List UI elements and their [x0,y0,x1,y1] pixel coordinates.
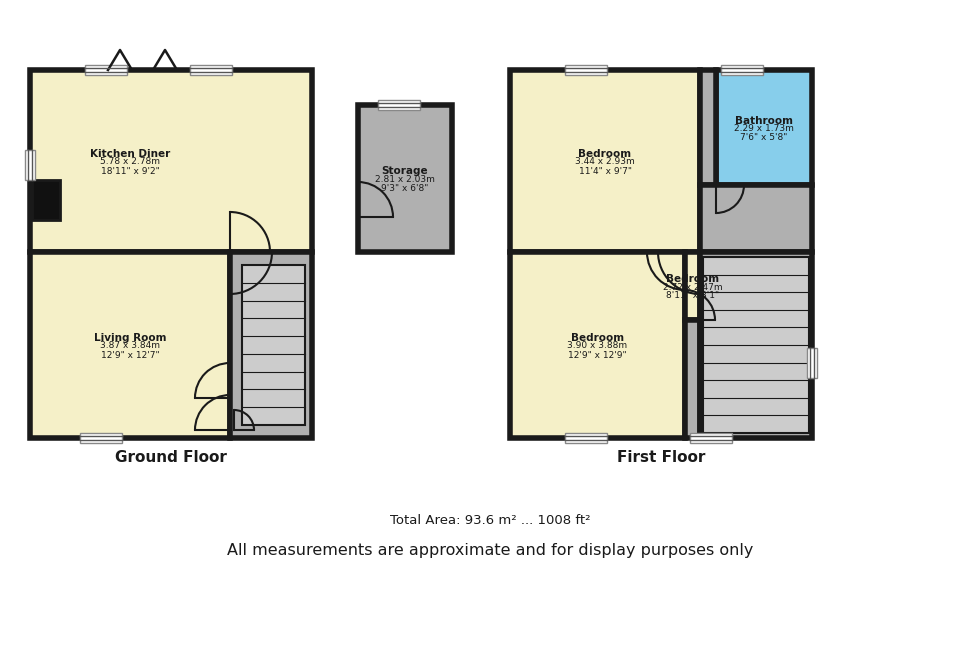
Text: 3.90 x 3.88m: 3.90 x 3.88m [567,341,627,351]
Bar [230,252,312,438]
Text: Storage: Storage [381,167,428,176]
Bar [510,252,685,438]
Text: Bedroom: Bedroom [666,274,719,284]
Bar [242,265,305,425]
Text: 12'9" x 12'7": 12'9" x 12'7" [101,351,160,360]
Text: 18'11" x 9'2": 18'11" x 9'2" [101,167,160,176]
Text: Total Area: 93.6 m² ... 1008 ft²: Total Area: 93.6 m² ... 1008 ft² [390,513,590,526]
Text: 2.72 x 2.47m: 2.72 x 2.47m [662,283,722,292]
Bar [378,100,420,110]
Bar [30,252,230,438]
Bar [685,320,700,438]
Text: Living Room: Living Room [94,333,167,343]
Bar [25,150,35,180]
Text: 9'3" x 6'8": 9'3" x 6'8" [381,184,428,193]
Text: 5.78 x 2.78m: 5.78 x 2.78m [100,157,160,167]
Text: 7'6" x 5'8": 7'6" x 5'8" [740,133,788,142]
Text: 2.29 x 1.73m: 2.29 x 1.73m [734,124,794,133]
Bar [358,105,452,252]
Bar [565,433,607,443]
Bar [685,252,700,320]
Bar [716,70,812,185]
Text: 12'9" x 12'9": 12'9" x 12'9" [568,351,627,360]
Text: 3.44 x 2.93m: 3.44 x 2.93m [575,157,635,167]
Text: 3.87 x 3.84m: 3.87 x 3.84m [100,341,160,351]
Text: 2.81 x 2.03m: 2.81 x 2.03m [375,175,435,184]
Bar [703,257,809,433]
Text: All measurements are approximate and for display purposes only: All measurements are approximate and for… [226,542,754,557]
Text: Kitchen Diner: Kitchen Diner [90,149,171,159]
Text: 11'4" x 9'7": 11'4" x 9'7" [578,167,631,176]
Bar [190,65,232,75]
Text: 8'11" x 8'1": 8'11" x 8'1" [666,292,719,301]
Bar [32,180,60,220]
Bar [690,433,732,443]
Bar [700,70,716,185]
Text: Bathroom: Bathroom [735,115,793,126]
Text: First Floor: First Floor [616,450,706,465]
Bar [700,185,812,252]
Bar [721,65,763,75]
Text: Bedroom: Bedroom [578,149,631,159]
Bar [510,70,700,252]
Bar [85,65,127,75]
Text: Bedroom: Bedroom [571,333,624,343]
Bar [807,348,817,378]
Bar [30,70,312,252]
Bar [565,65,607,75]
Bar [80,433,122,443]
Bar [700,252,812,438]
Text: Ground Floor: Ground Floor [115,450,227,465]
